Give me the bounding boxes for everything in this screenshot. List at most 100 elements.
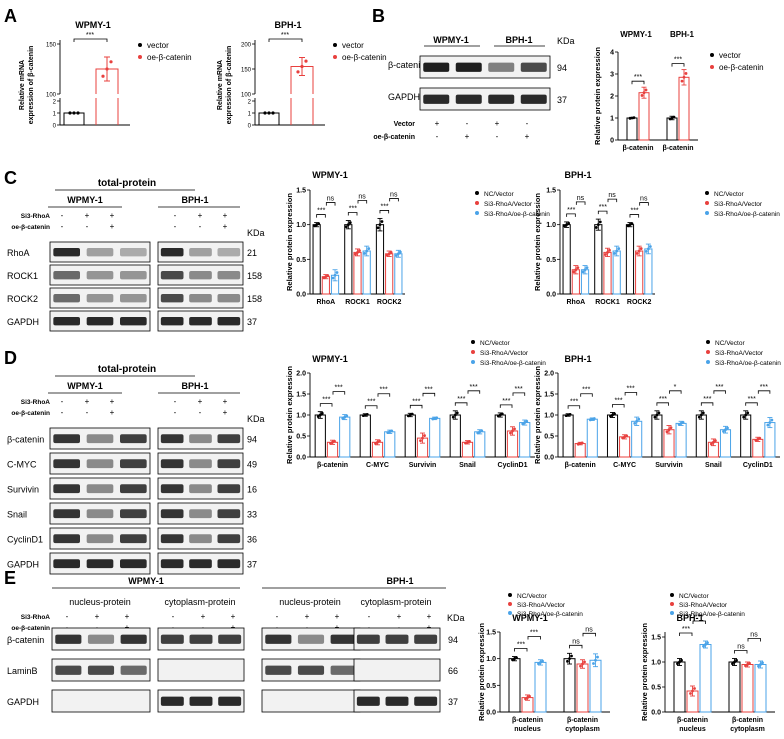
data-point (676, 662, 679, 666)
treatment-sign: + (110, 222, 115, 231)
legend-marker (670, 611, 674, 615)
bar (752, 438, 764, 458)
treatment-sign: + (231, 623, 236, 632)
blot-band (218, 634, 242, 644)
y-tick-label: 0.0 (544, 455, 554, 462)
treatment-name: oe-β-catenin (11, 224, 50, 231)
kda-value: 37 (247, 317, 257, 327)
bar (359, 414, 371, 458)
data-point (333, 273, 337, 277)
kda-value: 158 (247, 271, 262, 281)
sig-bracket (499, 404, 513, 408)
band-name: RhoA (7, 248, 30, 258)
blot-band (189, 484, 212, 494)
y-tick-label: 0.0 (296, 292, 306, 299)
category-label: C-MYC (366, 462, 389, 469)
legend-label: Si3-RhoA/Vector (714, 201, 763, 208)
legend-marker (710, 65, 714, 69)
legend-marker (705, 211, 709, 215)
blot-band (189, 271, 212, 280)
data-point (539, 661, 542, 664)
blot-band (414, 634, 438, 644)
blot-band (120, 634, 147, 644)
data-point (378, 439, 381, 443)
data-point (644, 88, 648, 92)
bar (625, 224, 635, 295)
bar (385, 253, 394, 295)
treatment-sign: + (335, 612, 340, 621)
legend-marker (333, 55, 337, 59)
blot-strip (51, 689, 151, 713)
cell-label: WPMY-1 (433, 35, 469, 45)
blot-band (53, 434, 80, 444)
y-axis-label: expression of β-catenin (226, 46, 233, 125)
y-tick-label: 1 (610, 116, 614, 123)
data-point (365, 412, 369, 416)
legend-label: oe-β-catenin (719, 63, 764, 72)
bar (594, 224, 603, 295)
blot-band (120, 459, 147, 469)
data-point (304, 59, 308, 63)
data-point (317, 222, 321, 226)
data-point (706, 641, 709, 645)
bar (675, 422, 687, 458)
legend-marker (508, 611, 512, 615)
blot-band (120, 484, 147, 494)
blot-band (385, 634, 409, 644)
treatment-sign: + (435, 119, 440, 128)
bar (754, 664, 767, 713)
chart-E2: 0.0 0.5 1.0 1.5 β-catenin nucleus *** *** β-cate… (640, 613, 775, 733)
treatment-sign: - (276, 623, 279, 632)
data-point (704, 643, 707, 646)
bar (258, 112, 280, 126)
sig-bracket (713, 390, 726, 394)
legend-label: NC/Vector (679, 593, 709, 600)
blot-band (86, 459, 114, 469)
blot-strip (49, 310, 151, 332)
category-label: CyclinD1 (743, 462, 773, 469)
treatment-name: oe-β-catenin (11, 410, 50, 417)
fraction-label: nucleus-protein (279, 597, 341, 607)
data-point (398, 250, 402, 254)
sig-bracket (347, 212, 358, 216)
data-point (714, 439, 717, 443)
sig-bracket (734, 650, 748, 654)
blot-band (86, 484, 114, 494)
data-point (697, 415, 701, 419)
data-point (722, 429, 725, 433)
y-axis-label: Relative protein expression (285, 366, 294, 464)
sig-bracket (669, 390, 682, 394)
legend-label: Si3-RhoA/Vector (517, 602, 566, 609)
blot-strip (419, 55, 551, 79)
blot-strip (353, 627, 441, 651)
sig-label: *** (322, 397, 330, 404)
data-point (632, 116, 636, 120)
bar (635, 250, 644, 295)
kda-header: KDa (247, 228, 265, 238)
sig-label: ns (585, 626, 593, 633)
sig-label: ns (608, 192, 616, 199)
blot-strip (157, 658, 245, 682)
y-tick-label: 1 (248, 112, 252, 118)
data-point (271, 111, 275, 115)
blot-band (87, 665, 115, 675)
data-point (568, 412, 572, 416)
blot-strip (49, 527, 151, 550)
legend-marker (508, 593, 512, 597)
y-axis-label: expression of β-catenin (28, 46, 35, 125)
data-point (344, 225, 348, 229)
band-name: β-catenin (7, 635, 44, 645)
data-point (526, 696, 529, 699)
sig-label: ns (358, 194, 366, 201)
legend-marker (706, 340, 710, 344)
blot-band (53, 534, 80, 544)
blot-band (265, 634, 292, 644)
treatment-sign: + (427, 612, 432, 621)
bar (562, 414, 574, 458)
treatment-sign: - (174, 211, 177, 220)
blot-strip (157, 527, 244, 550)
blot-band (53, 559, 80, 569)
sig-label: *** (317, 208, 325, 215)
data-point (637, 417, 641, 421)
panel-label-E: E (4, 568, 16, 588)
